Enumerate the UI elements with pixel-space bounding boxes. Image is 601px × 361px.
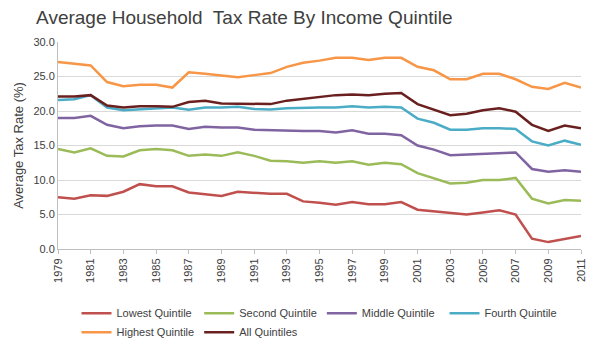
svg-text:10.0: 10.0 [33,174,54,186]
svg-text:1995: 1995 [313,258,325,282]
svg-text:Fourth Quintile: Fourth Quintile [485,307,557,319]
svg-text:2001: 2001 [411,258,423,282]
svg-text:1993: 1993 [280,258,292,282]
svg-text:15.0: 15.0 [33,139,54,151]
svg-text:2003: 2003 [444,258,456,282]
svg-text:1985: 1985 [150,258,162,282]
svg-text:2011: 2011 [575,258,587,282]
svg-text:2009: 2009 [542,258,554,282]
svg-text:2005: 2005 [477,258,489,282]
svg-text:25.0: 25.0 [33,70,54,82]
svg-text:1999: 1999 [378,258,390,282]
svg-text:1981: 1981 [84,258,96,282]
svg-text:2007: 2007 [509,258,521,282]
svg-text:All Quintiles: All Quintiles [239,326,298,338]
svg-text:Second Quintile: Second Quintile [239,307,317,319]
svg-text:1989: 1989 [215,258,227,282]
svg-text:1979: 1979 [52,258,64,282]
svg-text:Lowest Quintile: Lowest Quintile [117,307,192,319]
svg-text:1987: 1987 [182,258,194,282]
svg-text:20.0: 20.0 [33,105,54,117]
svg-text:Average Tax Rate (%): Average Tax Rate (%) [11,82,26,209]
svg-text:Average Household Tax Rate By: Average Household Tax Rate By Income Qui… [36,7,452,28]
svg-text:1997: 1997 [346,258,358,282]
svg-text:Middle Quintile: Middle Quintile [362,307,435,319]
svg-text:30.0: 30.0 [33,36,54,48]
svg-text:1983: 1983 [117,258,129,282]
svg-text:1991: 1991 [248,258,260,282]
svg-text:5.0: 5.0 [40,208,55,220]
svg-text:0.0: 0.0 [40,243,55,255]
svg-text:Highest Quintile: Highest Quintile [117,326,195,338]
